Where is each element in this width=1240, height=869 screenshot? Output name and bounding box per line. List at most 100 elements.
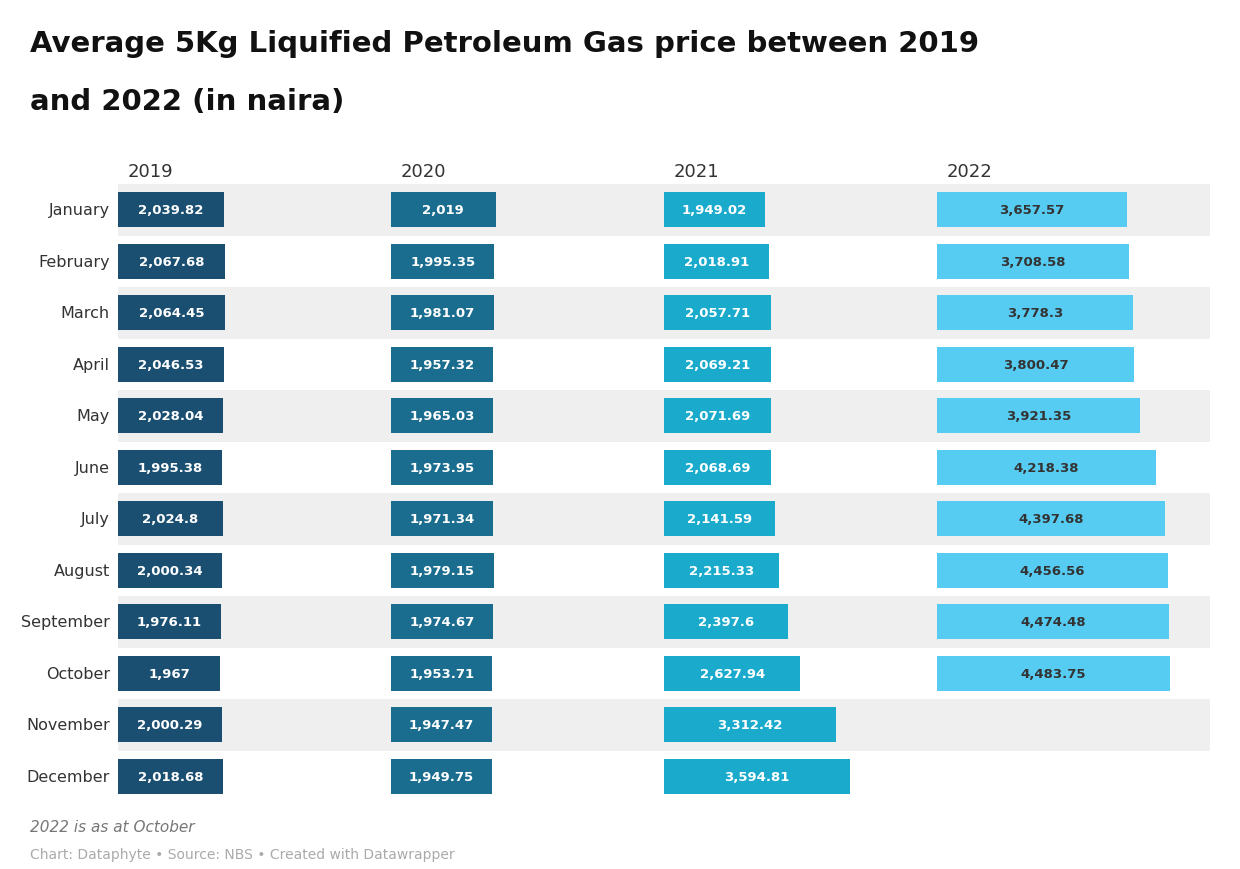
Text: 1,949.02: 1,949.02 [682,204,748,217]
Text: 2022: 2022 [947,163,993,181]
Text: 2,039.82: 2,039.82 [138,204,203,217]
Text: 1,979.15: 1,979.15 [410,564,475,577]
Text: 1,949.75: 1,949.75 [409,770,474,783]
Bar [663,501,775,537]
Bar [391,296,494,331]
Text: 3,708.58: 3,708.58 [1001,255,1066,269]
Bar [937,399,1141,434]
Bar [0,339,1210,390]
Bar [118,656,219,691]
Bar [937,244,1130,280]
Text: 2,627.94: 2,627.94 [699,667,765,680]
Text: August: August [53,563,110,578]
Text: December: December [26,769,110,784]
Bar [391,399,494,434]
Text: January: January [48,203,110,218]
Bar [391,244,495,280]
Bar [118,296,226,331]
Text: 2,000.29: 2,000.29 [138,719,202,732]
Text: 2,057.71: 2,057.71 [684,307,750,320]
Text: 4,218.38: 4,218.38 [1013,461,1079,474]
Bar [118,501,223,537]
Bar [937,296,1133,331]
Text: 3,657.57: 3,657.57 [999,204,1064,217]
Text: November: November [26,718,110,733]
Text: 3,312.42: 3,312.42 [717,719,782,732]
Bar [391,553,494,588]
Bar [0,288,1210,339]
Bar [0,596,1210,647]
Bar [937,501,1166,537]
Bar [118,399,223,434]
Text: 3,778.3: 3,778.3 [1007,307,1063,320]
Text: 2,028.04: 2,028.04 [138,410,203,422]
Text: 4,397.68: 4,397.68 [1018,513,1084,526]
Text: and 2022 (in naira): and 2022 (in naira) [30,88,345,116]
Bar [118,450,222,485]
Bar [663,348,771,382]
Text: 1,976.11: 1,976.11 [136,615,202,628]
Bar [0,236,1210,288]
Bar [0,442,1210,494]
Bar [663,656,800,691]
Text: 1,995.35: 1,995.35 [410,255,475,269]
Bar [663,296,771,331]
Bar [391,450,494,485]
Bar [937,450,1156,485]
Text: 1,965.03: 1,965.03 [409,410,475,422]
Bar [0,185,1210,236]
Text: July: July [81,512,110,527]
Text: 2,024.8: 2,024.8 [143,513,198,526]
Bar [663,759,851,794]
Bar [0,647,1210,700]
Text: 2020: 2020 [401,163,446,181]
Text: 2,068.69: 2,068.69 [684,461,750,474]
Text: 1,971.34: 1,971.34 [409,513,475,526]
Bar [391,193,496,228]
Text: 1,974.67: 1,974.67 [409,615,475,628]
Bar [663,707,836,742]
Bar [118,553,222,588]
Text: June: June [74,461,110,475]
Text: 1,967: 1,967 [148,667,190,680]
Text: 2,069.21: 2,069.21 [684,358,750,371]
Bar [937,605,1169,640]
Bar [118,707,222,742]
Bar [118,244,226,280]
Text: 2019: 2019 [128,163,174,181]
Text: 1,947.47: 1,947.47 [409,719,474,732]
Bar [0,545,1210,596]
Bar [391,605,494,640]
Text: 2,067.68: 2,067.68 [139,255,205,269]
Text: 2,141.59: 2,141.59 [687,513,753,526]
Text: Average 5Kg Liquified Petroleum Gas price between 2019: Average 5Kg Liquified Petroleum Gas pric… [30,30,980,58]
Text: Chart: Dataphyte • Source: NBS • Created with Datawrapper: Chart: Dataphyte • Source: NBS • Created… [30,847,455,861]
Text: March: March [61,306,110,321]
Text: 3,800.47: 3,800.47 [1003,358,1069,371]
Text: 1,981.07: 1,981.07 [409,307,475,320]
Text: 2,046.53: 2,046.53 [139,358,203,371]
Text: 4,483.75: 4,483.75 [1021,667,1086,680]
Bar [118,193,223,228]
Text: 3,921.35: 3,921.35 [1006,410,1071,422]
Bar [391,707,492,742]
Bar [663,553,779,588]
Text: 2,071.69: 2,071.69 [686,410,750,422]
Bar [663,244,769,280]
Text: 4,456.56: 4,456.56 [1019,564,1085,577]
Text: 2022 is as at October: 2022 is as at October [30,819,195,834]
Text: 2,000.34: 2,000.34 [138,564,202,577]
Text: 2021: 2021 [675,163,719,181]
Text: 1,957.32: 1,957.32 [409,358,475,371]
Bar [0,700,1210,751]
Text: 4,474.48: 4,474.48 [1021,615,1086,628]
Text: 2,397.6: 2,397.6 [698,615,754,628]
Text: February: February [38,255,110,269]
Text: 3,594.81: 3,594.81 [724,770,790,783]
Bar [663,193,765,228]
Text: May: May [77,408,110,424]
Text: September: September [21,614,110,629]
Bar [118,759,223,794]
Text: 2,215.33: 2,215.33 [689,564,754,577]
Bar [0,494,1210,545]
